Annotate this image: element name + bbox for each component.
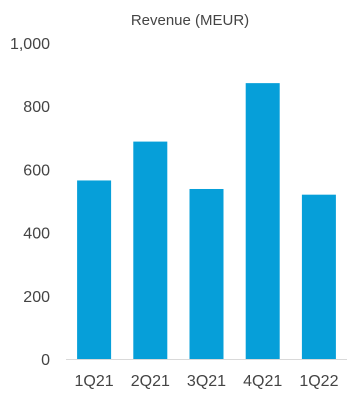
y-tick-label: 1,000 xyxy=(10,36,50,53)
bar-4q21 xyxy=(245,83,280,359)
y-tick-label: 400 xyxy=(23,226,50,243)
x-axis-ticks: 1Q21 2Q21 3Q21 4Q21 1Q22 xyxy=(75,373,339,390)
y-tick-label: 600 xyxy=(23,162,50,179)
y-tick-label: 0 xyxy=(41,352,50,369)
y-tick-label: 800 xyxy=(23,99,50,116)
y-tick-label: 200 xyxy=(23,289,50,306)
x-tick-label: 4Q21 xyxy=(243,373,282,390)
x-tick-label: 2Q21 xyxy=(131,373,170,390)
chart-title: Revenue (MEUR) xyxy=(131,12,249,29)
x-tick-label: 1Q22 xyxy=(299,373,338,390)
bar-2q21 xyxy=(133,141,168,359)
y-axis-ticks: 0 200 400 600 800 1,000 xyxy=(10,36,50,369)
x-tick-label: 3Q21 xyxy=(187,373,226,390)
bars-layer xyxy=(77,83,336,359)
bar-1q22 xyxy=(301,194,336,359)
bar-3q21 xyxy=(189,188,224,359)
x-tick-label: 1Q21 xyxy=(75,373,114,390)
bar-1q21 xyxy=(77,180,112,359)
